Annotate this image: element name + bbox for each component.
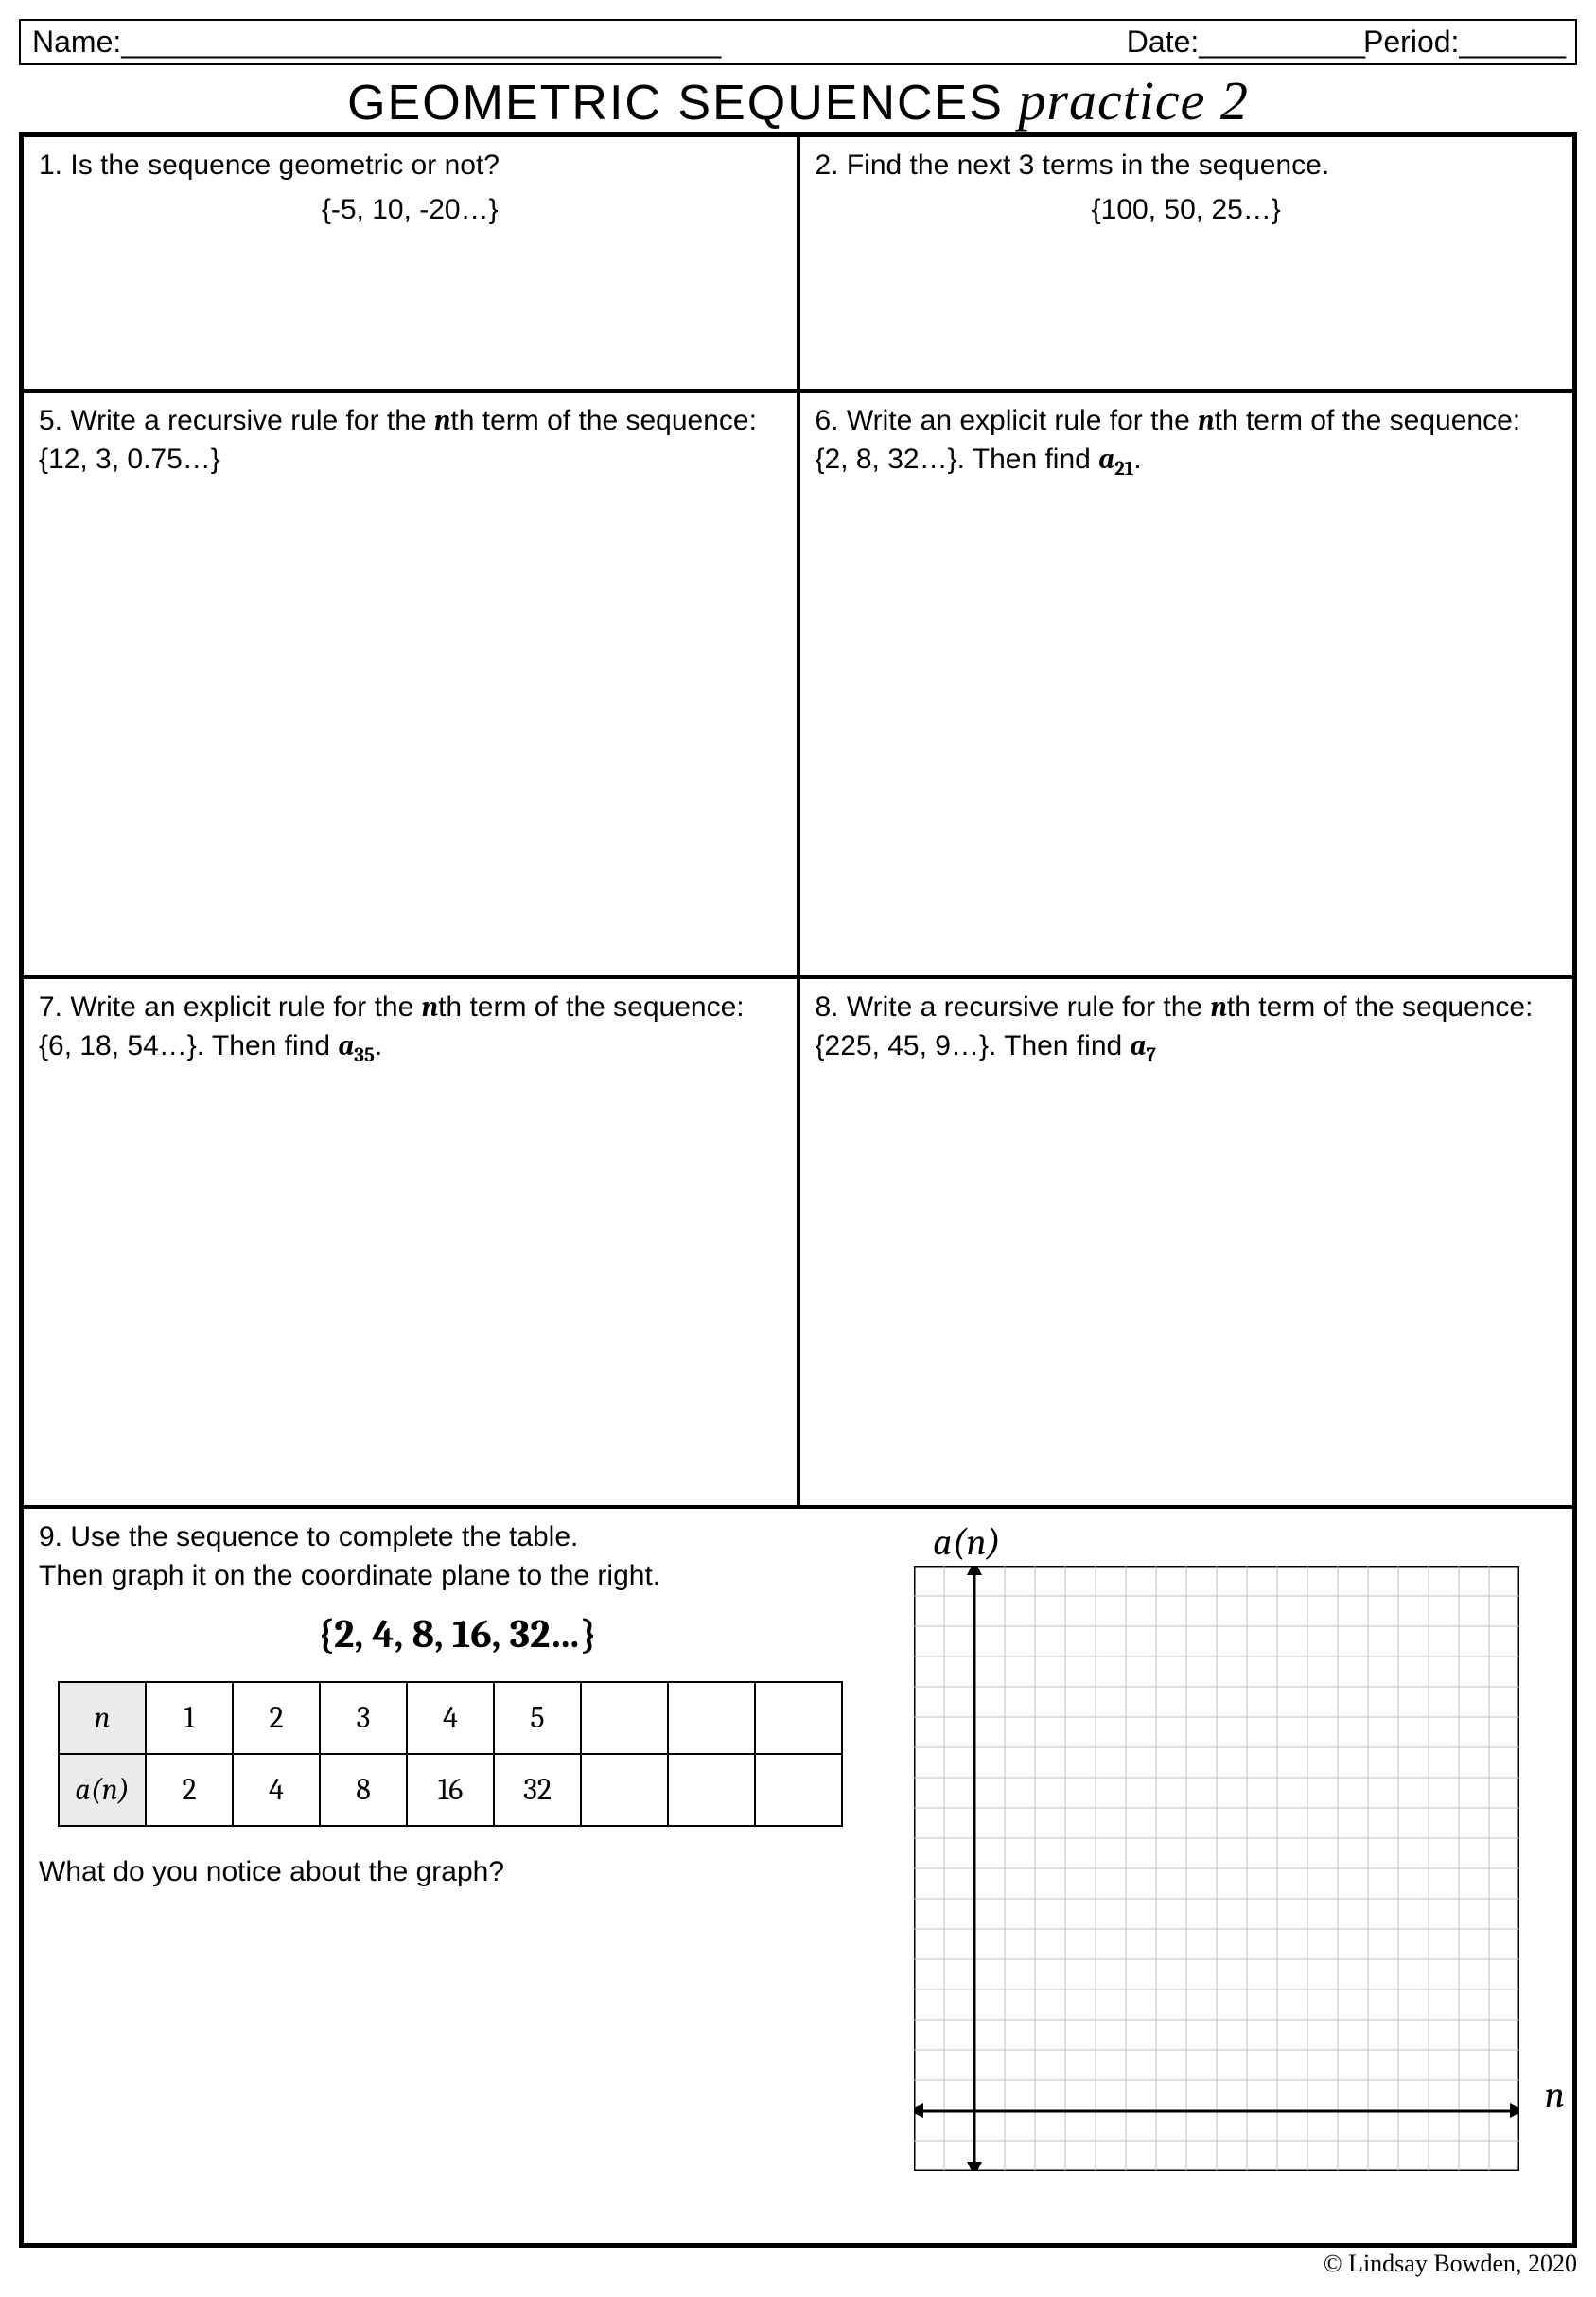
q6-cell: 6. Write an explicit rule for the nth te… [798, 391, 1575, 977]
copyright: © Lindsay Bowden, 2020 [19, 2250, 1577, 2278]
q8-pre: 8. Write a recursive rule for the [816, 991, 1211, 1023]
q9-line1: 9. Use the sequence to complete the tabl… [39, 1518, 876, 1557]
n-cell: 1 [146, 1682, 233, 1754]
period-label: Period: [1363, 25, 1459, 60]
q8-cell: 8. Write a recursive rule for the nth te… [798, 977, 1575, 1507]
n-cell: 3 [320, 1682, 407, 1754]
q6-post2: . [1133, 444, 1141, 475]
n-cell[interactable] [755, 1682, 842, 1754]
n-cell[interactable] [668, 1682, 755, 1754]
table-row-n: n 1 2 3 4 5 [59, 1682, 842, 1754]
q6-a: a [1098, 443, 1114, 476]
q5-n: n [434, 404, 450, 437]
header-box: Name: __________________________________… [19, 19, 1577, 65]
q7-pre: 7. Write an explicit rule for the [39, 991, 422, 1023]
q5-pre: 5. Write a recursive rule for the [39, 405, 434, 436]
q7-post2: . [375, 1030, 382, 1061]
q9-seq: {2, 4, 8, 16, 32…} [39, 1608, 876, 1662]
q1-prompt: 1. Is the sequence geometric or not? [39, 147, 781, 185]
q9-right: a(n) n [914, 1518, 1557, 2171]
q1-cell: 1. Is the sequence geometric or not? {-5… [22, 135, 798, 391]
coordinate-plane[interactable] [914, 1566, 1519, 2171]
q2-seq: {100, 50, 25…} [816, 191, 1558, 230]
an-header: a(n) [59, 1754, 146, 1826]
q8-n: n [1210, 991, 1226, 1024]
n-cell[interactable] [581, 1682, 668, 1754]
q2-prompt: 2. Find the next 3 terms in the sequence… [816, 147, 1558, 185]
an-cell: 4 [233, 1754, 320, 1826]
graph-svg [914, 1566, 1519, 2171]
an-cell: 8 [320, 1754, 407, 1826]
y-axis-label: a(n) [933, 1517, 1001, 1568]
page-title: GEOMETRIC SEQUENCES practice 2 [19, 69, 1577, 132]
n-cell: 5 [494, 1682, 581, 1754]
q7-a: a [338, 1029, 354, 1062]
q7-sub: 35 [354, 1044, 375, 1067]
q8-sub: 7 [1146, 1044, 1155, 1067]
name-label: Name: [32, 25, 121, 60]
q9-line2: Then graph it on the coordinate plane to… [39, 1557, 876, 1596]
an-cell[interactable] [755, 1754, 842, 1826]
q6-n: n [1198, 404, 1214, 437]
q7-n: n [422, 991, 438, 1024]
x-axis-label: n [1545, 2069, 1565, 2120]
q6-pre: 6. Write an explicit rule for the [816, 405, 1199, 436]
q9-cell: 9. Use the sequence to complete the tabl… [22, 1507, 1574, 2245]
q2-cell: 2. Find the next 3 terms in the sequence… [798, 135, 1575, 391]
an-cell: 2 [146, 1754, 233, 1826]
q7-cell: 7. Write an explicit rule for the nth te… [22, 977, 798, 1507]
an-cell[interactable] [668, 1754, 755, 1826]
worksheet-grid: 1. Is the sequence geometric or not? {-5… [19, 132, 1577, 2248]
an-cell[interactable] [581, 1754, 668, 1826]
q9-left: 9. Use the sequence to complete the tabl… [39, 1518, 876, 2171]
title-script: practice 2 [1018, 70, 1249, 132]
date-blank[interactable]: ___________ [1199, 25, 1363, 60]
an-cell: 32 [494, 1754, 581, 1826]
date-label: Date: [1127, 25, 1199, 60]
q1-seq: {-5, 10, -20…} [39, 191, 781, 230]
period-blank[interactable]: _______ [1459, 25, 1564, 60]
table-row-an: a(n) 2 4 8 16 32 [59, 1754, 842, 1826]
an-cell: 16 [407, 1754, 494, 1826]
name-blank[interactable]: ________________________________________ [121, 25, 1127, 60]
q8-a: a [1131, 1029, 1147, 1062]
q5-cell: 5. Write a recursive rule for the nth te… [22, 391, 798, 977]
n-header: n [59, 1682, 146, 1754]
n-cell: 2 [233, 1682, 320, 1754]
title-caps: GEOMETRIC SEQUENCES [347, 76, 1004, 131]
q9-notice: What do you notice about the graph? [39, 1853, 876, 1892]
q9-table: n 1 2 3 4 5 a(n) [58, 1681, 843, 1827]
n-cell: 4 [407, 1682, 494, 1754]
q6-sub: 21 [1114, 458, 1133, 481]
